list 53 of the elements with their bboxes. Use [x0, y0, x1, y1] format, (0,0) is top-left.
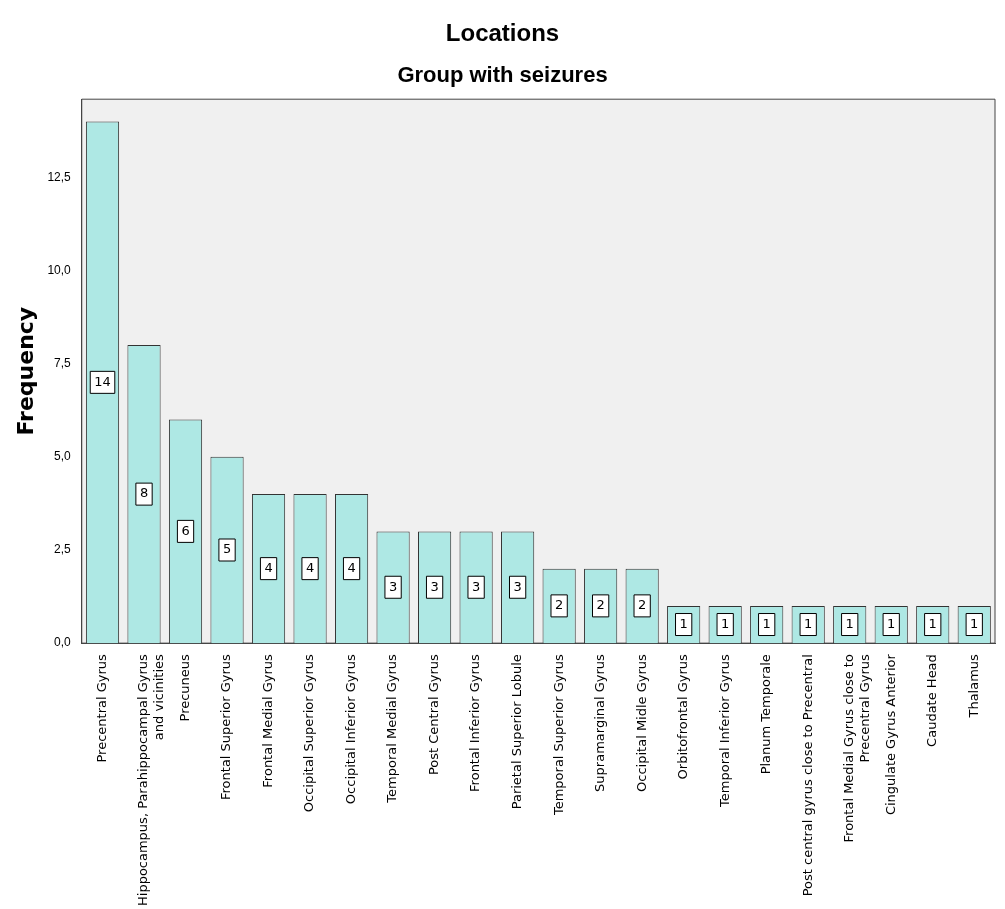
data-label: 4 — [264, 560, 273, 576]
data-label: 1 — [845, 615, 854, 631]
data-label: 8 — [139, 485, 149, 501]
y-tick-label: 10,0 — [47, 262, 72, 277]
x-tick-label: Temporal Medial Gyrus — [384, 653, 400, 804]
data-label: 1 — [887, 615, 896, 631]
data-label: 1 — [804, 615, 813, 631]
data-label: 1 — [928, 615, 937, 631]
chart-subtitle: Group with seizures — [397, 62, 608, 88]
data-label: 1 — [679, 615, 688, 631]
data-label: 2 — [638, 597, 647, 613]
data-label: 3 — [513, 578, 522, 594]
x-tick-label: Frontal Medial Gyrus — [259, 653, 275, 788]
x-tick-label: Temporal Inferior Gyrus — [716, 653, 732, 808]
y-tick-label: 7,5 — [54, 356, 72, 371]
data-label: 14 — [94, 373, 111, 389]
data-label: 6 — [181, 522, 190, 538]
x-tick-label: Post central gyrus close to Precentral — [799, 654, 815, 897]
data-label: 3 — [388, 578, 398, 594]
x-tick-label: Post Central Gyrus — [425, 653, 441, 776]
data-label: 1 — [762, 615, 771, 631]
x-tick-label: Cingulate Gyrus Anterior — [882, 653, 898, 816]
y-axis-title: Frequency — [12, 306, 38, 436]
data-label: 3 — [430, 578, 439, 594]
data-label: 2 — [554, 597, 564, 613]
x-tick-label: Precentral Gyrus — [93, 653, 109, 763]
x-tick-label: Frontal Medial Gyrus close to Precentral Gyrus — [841, 653, 872, 843]
data-label: 3 — [471, 578, 481, 594]
y-tick-label: 12,5 — [47, 169, 72, 184]
x-tick-label: Occipital Superior Gyrus — [301, 653, 317, 813]
data-label: 5 — [222, 541, 232, 557]
x-tick-label: Frontal Superior Gyrus — [218, 653, 234, 800]
data-label: 1 — [970, 615, 979, 631]
data-label: 2 — [596, 597, 605, 613]
x-tick-label: Orbitofrontal Gyrus — [675, 653, 691, 780]
x-tick-label: Supramarginal Gyrus — [592, 653, 608, 792]
y-tick-label: 0,0 — [54, 635, 72, 650]
x-tick-label: Planum Temporale — [758, 654, 774, 775]
chart-title: Locations — [445, 19, 560, 47]
y-tick-label: 2,5 — [54, 542, 72, 557]
data-label: 4 — [305, 560, 315, 576]
x-tick-label: Occipital Midle Gyrus — [633, 653, 649, 792]
x-tick-label: Temporal Superior Gyrus — [550, 653, 566, 817]
data-label: 4 — [347, 560, 356, 576]
x-tick-label: Precuneus — [176, 653, 192, 722]
x-tick-label: Caudate Head — [924, 654, 940, 747]
y-tick-label: 5,0 — [54, 449, 72, 464]
x-tick-label: Occipital Inferior Gyrus — [342, 653, 358, 805]
data-label: 1 — [721, 615, 730, 631]
x-tick-label: Frontal Inferior Gyrus — [467, 653, 483, 792]
x-tick-label: Hippocampus, Parahippocampal Gyrus and vicinities — [135, 653, 166, 906]
x-tick-label: Parietal Superior Lobule — [509, 654, 524, 810]
x-tick-label: Thalamus — [965, 653, 981, 719]
